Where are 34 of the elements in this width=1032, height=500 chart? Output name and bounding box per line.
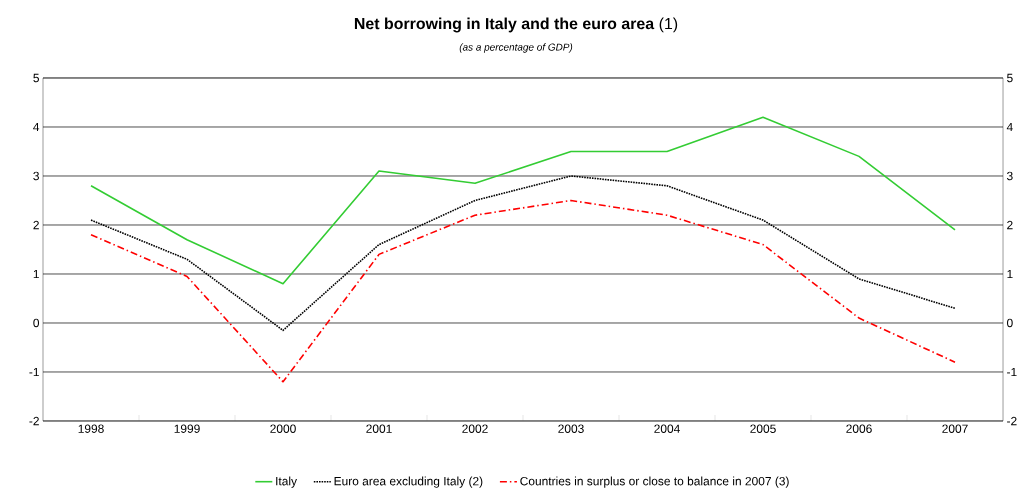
- y2-tick-label: -1: [1007, 367, 1017, 377]
- legend-label: Euro area excluding Italy (2): [334, 476, 483, 488]
- line-series: [90, 199, 956, 383]
- legend-label: Countries in surplus or close to balance in 2007 (3): [520, 476, 789, 488]
- chart-title: Net borrowing in Italy and the euro area (1): [354, 17, 678, 33]
- x-tick-label: 2001: [366, 424, 392, 433]
- y-tick-label: -1: [29, 367, 39, 377]
- line-series: [90, 116, 956, 285]
- legend-label: Italy: [276, 476, 297, 488]
- y-tick-label: -2: [29, 416, 39, 426]
- y2-tick-label: -2: [1007, 416, 1017, 426]
- x-tick-label: 2007: [942, 424, 968, 433]
- x-tick-label: 2005: [750, 424, 776, 433]
- y-tick-label: 4: [33, 122, 40, 132]
- x-tick-label: 1999: [174, 424, 200, 433]
- x-tick-label: 2000: [270, 424, 296, 433]
- y-tick-label: 3: [33, 171, 39, 181]
- y-tick-label: 2: [33, 220, 39, 230]
- y2-tick-label: 2: [1007, 220, 1013, 230]
- chart-subtitle: (as a percentage of GDP): [459, 43, 573, 53]
- x-tick-label: 2002: [462, 424, 488, 433]
- y2-tick-label: 3: [1006, 171, 1013, 181]
- x-tick-label: 2006: [846, 424, 872, 433]
- y-tick-label: 1: [33, 269, 39, 279]
- y2-tick-label: 4: [1006, 122, 1013, 132]
- y-tick-label: 0: [33, 318, 40, 328]
- x-tick-label: 2004: [654, 424, 680, 433]
- y2-tick-label: 1: [1007, 269, 1013, 279]
- line-series: [90, 175, 956, 332]
- y2-tick-label: 0: [1007, 318, 1013, 328]
- x-tick-label: 2003: [558, 424, 584, 433]
- y2-tick-label: 5: [1007, 73, 1013, 83]
- x-tick-label: 1998: [78, 424, 104, 433]
- y-tick-label: 5: [33, 73, 39, 83]
